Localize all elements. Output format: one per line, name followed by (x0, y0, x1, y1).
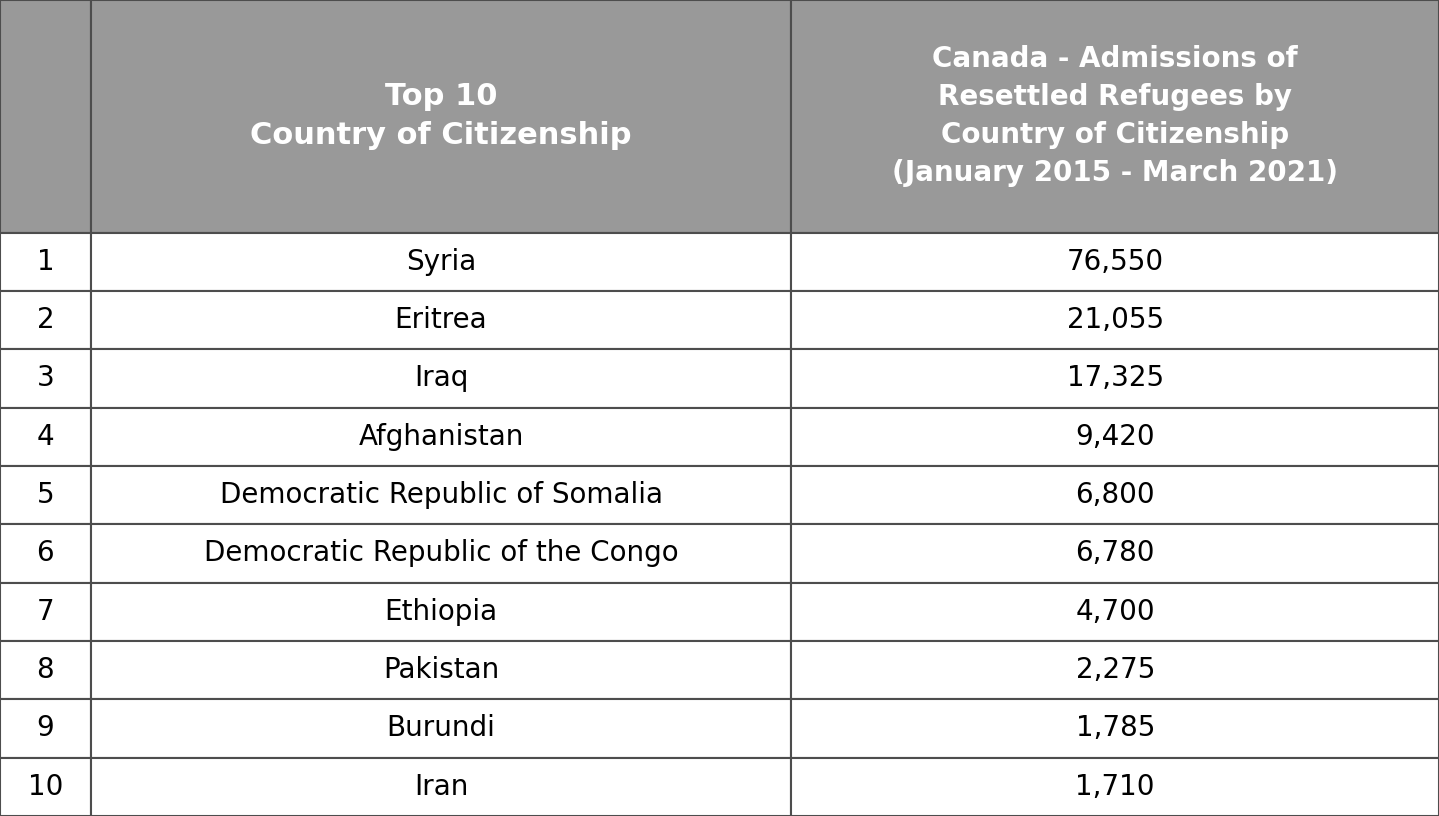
Bar (91, 407, 791, 466)
Bar (791, 641, 1439, 699)
Bar (791, 699, 1439, 757)
Text: Pakistan: Pakistan (383, 656, 499, 684)
Bar (91, 699, 791, 757)
Text: 3: 3 (36, 365, 55, 392)
Bar (0, 641, 91, 699)
Bar (0, 349, 91, 407)
Text: 5: 5 (36, 481, 55, 509)
Text: 1,785: 1,785 (1075, 715, 1156, 743)
Bar (0, 290, 91, 349)
Bar (0, 757, 91, 816)
Bar (791, 407, 1439, 466)
Text: 9,420: 9,420 (1075, 423, 1156, 450)
Text: Top 10
Country of Citizenship: Top 10 Country of Citizenship (250, 82, 632, 150)
Bar (0, 0, 91, 233)
Text: Syria: Syria (406, 248, 476, 276)
Bar (0, 699, 91, 757)
Text: 8: 8 (36, 656, 55, 684)
Text: 6,800: 6,800 (1075, 481, 1156, 509)
Bar (91, 583, 791, 641)
Text: Afghanistan: Afghanistan (358, 423, 524, 450)
Bar (0, 407, 91, 466)
Bar (791, 233, 1439, 291)
Text: Democratic Republic of Somalia: Democratic Republic of Somalia (220, 481, 662, 509)
Bar (91, 290, 791, 349)
Text: 6: 6 (36, 539, 55, 567)
Text: 4,700: 4,700 (1075, 598, 1156, 626)
Text: 4: 4 (36, 423, 55, 450)
Text: 9: 9 (36, 715, 55, 743)
Text: 76,550: 76,550 (1066, 248, 1164, 276)
Bar (91, 524, 791, 583)
Text: 6,780: 6,780 (1075, 539, 1156, 567)
Text: Iraq: Iraq (414, 365, 468, 392)
Bar (91, 349, 791, 407)
Bar (91, 0, 791, 233)
Text: Eritrea: Eritrea (394, 306, 488, 334)
Text: Burundi: Burundi (387, 715, 495, 743)
Bar (91, 233, 791, 291)
Bar (91, 757, 791, 816)
Bar (791, 524, 1439, 583)
Text: 1,710: 1,710 (1075, 773, 1156, 800)
Text: 7: 7 (36, 598, 55, 626)
Bar (91, 641, 791, 699)
Bar (91, 466, 791, 524)
Text: 17,325: 17,325 (1066, 365, 1164, 392)
Bar (791, 466, 1439, 524)
Bar (791, 757, 1439, 816)
Text: Democratic Republic of the Congo: Democratic Republic of the Congo (204, 539, 678, 567)
Bar (0, 524, 91, 583)
Bar (791, 583, 1439, 641)
Text: 2,275: 2,275 (1075, 656, 1156, 684)
Text: Iran: Iran (414, 773, 468, 800)
Text: Ethiopia: Ethiopia (384, 598, 498, 626)
Text: Canada - Admissions of
Resettled Refugees by
Country of Citizenship
(January 201: Canada - Admissions of Resettled Refugee… (892, 46, 1338, 187)
Bar (0, 583, 91, 641)
Bar (0, 466, 91, 524)
Bar (0, 233, 91, 291)
Bar (791, 290, 1439, 349)
Text: 21,055: 21,055 (1066, 306, 1164, 334)
Text: 10: 10 (27, 773, 63, 800)
Text: 2: 2 (36, 306, 55, 334)
Text: 1: 1 (36, 248, 55, 276)
Bar (791, 0, 1439, 233)
Bar (791, 349, 1439, 407)
